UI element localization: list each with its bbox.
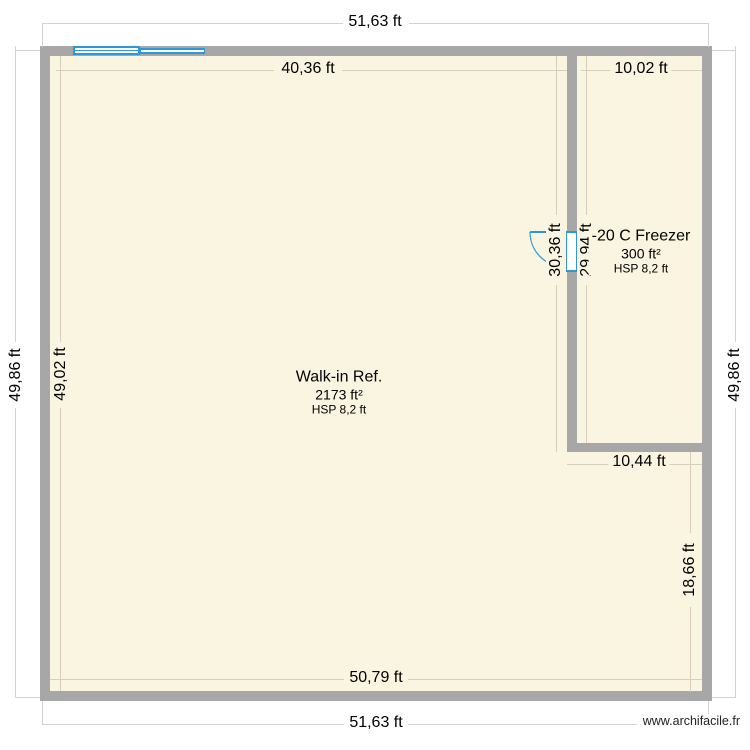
dim-line xyxy=(342,70,567,71)
dim-line xyxy=(42,724,344,725)
window-large[interactable] xyxy=(73,46,140,55)
dim-line xyxy=(735,46,736,342)
dim-label-outer-bottom: 51,63 ft xyxy=(345,713,407,733)
dim-tick xyxy=(712,50,735,51)
dim-tick xyxy=(15,50,40,51)
dim-line xyxy=(586,285,587,443)
dim-label-interior-top-freezer: 10,02 ft xyxy=(610,59,672,79)
dim-tick xyxy=(708,23,709,47)
dim-label-outer-right: 49,86 ft xyxy=(725,344,745,406)
dim-line xyxy=(15,46,16,342)
dim-tick xyxy=(42,701,43,724)
dim-line xyxy=(567,464,611,465)
dim-line xyxy=(42,23,343,24)
dim-tick xyxy=(15,697,40,698)
room-walkin-area: 2173 ft² xyxy=(315,386,363,403)
dim-label-freezer-bottom: 10,44 ft xyxy=(608,452,670,472)
dim-line xyxy=(669,70,702,71)
room-freezer-label[interactable]: -20 C Freezer 300 ft² HSP 8,2 ft xyxy=(588,226,694,276)
dim-label-interior-left: 49,02 ft xyxy=(51,343,71,405)
dim-line xyxy=(556,56,557,215)
dim-tick xyxy=(708,701,709,724)
dim-label-door-wall-walkin: 30,36 ft xyxy=(546,219,566,281)
dim-label-interior-top-walkin: 40,36 ft xyxy=(277,59,339,79)
dim-tick xyxy=(712,697,735,698)
room-freezer-name: -20 C Freezer xyxy=(591,227,691,245)
dim-line xyxy=(408,679,702,680)
dim-label-right-below-freezer: 18,66 ft xyxy=(680,539,700,601)
freezer-bottom-wall[interactable] xyxy=(567,443,702,452)
dim-line xyxy=(60,56,61,342)
dim-line xyxy=(690,607,691,692)
dim-tick xyxy=(42,23,43,47)
dim-line xyxy=(56,70,274,71)
dim-line xyxy=(409,23,709,24)
dim-label-outer-left: 49,86 ft xyxy=(6,344,26,406)
watermark-link[interactable]: www.archifacile.fr xyxy=(638,714,740,728)
dim-line xyxy=(735,408,736,698)
dim-line xyxy=(690,452,691,533)
window-pane-line xyxy=(75,49,138,51)
dim-line xyxy=(15,408,16,698)
room-walkin-label[interactable]: Walk-in Ref. 2173 ft² HSP 8,2 ft xyxy=(292,367,386,417)
dim-line xyxy=(581,70,613,71)
dim-line xyxy=(586,56,587,215)
dim-line xyxy=(50,679,344,680)
window-small[interactable] xyxy=(140,48,205,54)
dim-label-outer-top: 51,63 ft xyxy=(344,12,406,32)
dim-line xyxy=(667,464,702,465)
room-freezer-ceiling: HSP 8,2 ft xyxy=(613,261,669,276)
room-walkin-name: Walk-in Ref. xyxy=(295,368,383,386)
room-freezer-area: 300 ft² xyxy=(621,245,661,262)
dim-line xyxy=(556,285,557,452)
dim-line xyxy=(408,724,637,725)
room-walkin-ceiling: HSP 8,2 ft xyxy=(311,402,367,417)
dim-line xyxy=(60,408,61,691)
dim-label-interior-bottom: 50,79 ft xyxy=(345,668,407,688)
